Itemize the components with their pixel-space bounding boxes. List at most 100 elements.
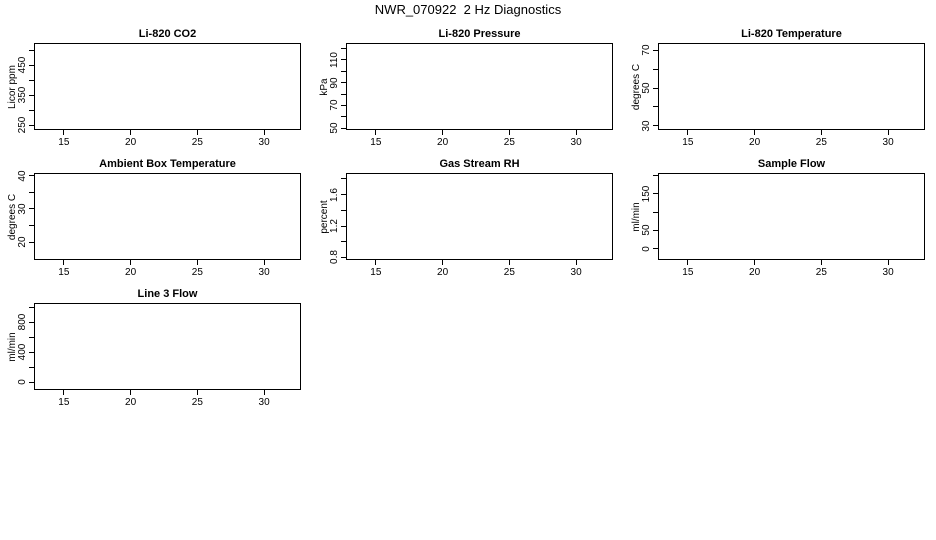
y-tick-label: 250 <box>17 117 28 134</box>
y-tick-mark <box>341 47 346 49</box>
y-tick-mark <box>341 209 346 211</box>
x-tick-mark <box>130 390 132 395</box>
subplot-4: Ambient Box Temperature degrees C 15 20 25 30… <box>0 150 312 280</box>
y-tick-mark <box>653 248 658 250</box>
x-tick-label: 25 <box>503 137 515 148</box>
x-tick-mark <box>508 130 510 135</box>
x-tick-mark <box>687 260 689 265</box>
y-tick-mark <box>341 225 346 227</box>
plot-area <box>34 303 301 390</box>
x-tick-label: 15 <box>58 267 70 278</box>
y-tick-mark <box>29 241 34 243</box>
y-tick-mark <box>341 127 346 129</box>
y-tick-label: 50 <box>329 122 340 134</box>
plot-area <box>34 173 301 260</box>
x-tick-label: 30 <box>882 267 894 278</box>
x-tick-label: 15 <box>682 267 694 278</box>
plot-area <box>658 173 925 260</box>
y-tick-mark <box>341 256 346 258</box>
y-tick-mark <box>29 109 34 111</box>
x-tick-label: 30 <box>882 137 894 148</box>
x-tick-label: 15 <box>370 267 382 278</box>
y-tick-mark <box>29 225 34 226</box>
y-tick-label: 800 <box>17 313 28 331</box>
x-tick-mark <box>754 260 756 265</box>
x-tick-mark <box>375 260 377 265</box>
subplot-title: Line 3 Flow <box>137 288 198 300</box>
x-tick-label: 30 <box>258 267 270 278</box>
y-tick-mark <box>653 49 658 51</box>
y-tick-label: 40 <box>17 169 28 182</box>
y-tick-mark <box>29 191 34 193</box>
y-tick-mark <box>653 174 658 176</box>
x-tick-mark <box>508 260 510 265</box>
x-tick-label: 30 <box>570 137 582 148</box>
x-tick-label: 25 <box>191 137 203 148</box>
x-tick-mark <box>575 260 577 265</box>
y-tick-mark <box>341 70 346 72</box>
y-tick-label: 50 <box>641 82 652 94</box>
y-tick-label: 90 <box>329 77 340 89</box>
y-tick-mark <box>29 366 34 368</box>
x-tick-mark <box>442 130 444 135</box>
x-tick-label: 15 <box>370 137 382 148</box>
y-tick-mark <box>653 68 658 70</box>
y-tick-label: 30 <box>17 203 28 215</box>
y-tick-label: 1.2 <box>329 219 340 233</box>
plot-area <box>658 43 925 130</box>
subplot-title: Li-820 CO2 <box>138 28 197 40</box>
y-tick-label: 0 <box>17 379 28 385</box>
y-tick-label: 70 <box>329 99 340 111</box>
plot-area <box>346 43 613 130</box>
y-tick-mark <box>653 229 658 231</box>
y-tick-mark <box>29 351 34 353</box>
x-tick-mark <box>63 390 65 395</box>
y-tick-label: 400 <box>17 343 28 361</box>
x-tick-label: 25 <box>191 267 203 278</box>
y-tick-mark <box>341 93 346 95</box>
x-tick-label: 20 <box>125 267 137 278</box>
y-tick-mark <box>29 79 34 81</box>
x-tick-mark <box>375 130 377 135</box>
x-tick-label: 25 <box>503 267 515 278</box>
x-tick-mark <box>687 130 689 135</box>
y-tick-mark <box>341 104 346 106</box>
plot-area <box>34 43 301 130</box>
x-tick-label: 15 <box>682 137 694 148</box>
y-tick-label: 350 <box>17 87 28 104</box>
y-tick-mark <box>29 336 34 338</box>
y-tick-mark <box>341 116 346 118</box>
x-tick-label: 20 <box>749 267 761 278</box>
x-tick-label: 20 <box>437 267 449 278</box>
x-tick-mark <box>130 130 132 135</box>
x-tick-mark <box>263 130 265 135</box>
y-axis-label: degrees C <box>7 193 18 240</box>
y-tick-mark <box>341 82 346 84</box>
subplot-title: Gas Stream RH <box>439 158 520 170</box>
x-tick-mark <box>820 130 822 135</box>
y-tick-mark <box>29 381 34 383</box>
x-tick-label: 20 <box>125 397 137 408</box>
y-tick-mark <box>29 64 34 66</box>
x-tick-label: 20 <box>749 137 761 148</box>
x-tick-mark <box>196 130 198 135</box>
y-tick-mark <box>653 125 658 127</box>
y-tick-label: 50 <box>641 224 652 236</box>
subplot-5: Gas Stream RH percent 15 20 25 30 0.8 1.2 1.6 <box>312 150 624 280</box>
subplot-title: Ambient Box Temperature <box>99 158 236 170</box>
x-tick-mark <box>820 260 822 265</box>
x-tick-label: 15 <box>58 137 70 148</box>
subplot-3: Li-820 Temperature degrees C 15 20 25 30 30 50 7… <box>624 20 936 150</box>
y-tick-label: 110 <box>329 51 340 68</box>
y-tick-mark <box>29 175 34 176</box>
x-tick-label: 25 <box>815 267 827 278</box>
y-tick-mark <box>341 59 346 61</box>
y-tick-label: 150 <box>641 185 652 203</box>
y-tick-label: 1.6 <box>329 187 340 202</box>
x-tick-mark <box>887 130 889 135</box>
y-tick-label: 450 <box>17 57 28 74</box>
y-tick-mark <box>653 211 658 213</box>
x-tick-mark <box>196 260 198 265</box>
